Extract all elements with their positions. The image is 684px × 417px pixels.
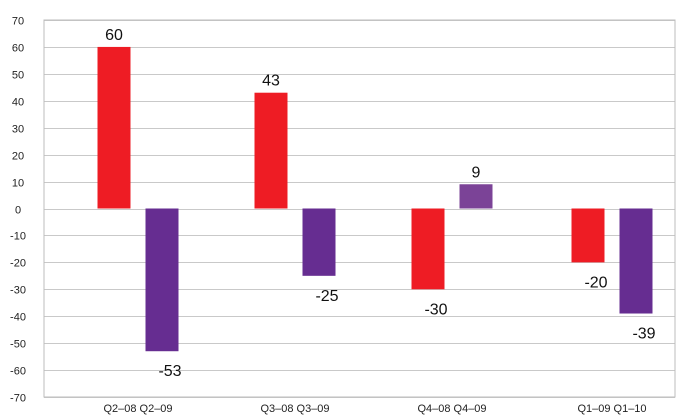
data-labels: 60 -53 43 -25 -30 9 -20 -39: [105, 27, 656, 380]
y-tick-label: 0: [15, 205, 21, 217]
bar: [97, 46, 131, 209]
data-label: -30: [424, 301, 447, 318]
y-tick-label: -10: [10, 231, 26, 243]
y-tick-label: -40: [10, 312, 26, 324]
y-tick-label: -70: [10, 393, 26, 405]
bar: [411, 208, 445, 290]
y-tick-label: -30: [10, 285, 26, 297]
data-label: -20: [584, 274, 607, 291]
bar: [571, 208, 605, 263]
plot-frame: [43, 19, 676, 398]
data-label: -25: [315, 288, 338, 305]
bars: [97, 46, 653, 352]
x-category-label: Q4–08 Q4–09: [417, 403, 486, 415]
y-tick-label: -60: [10, 366, 26, 378]
y-tick-label: -20: [10, 258, 26, 270]
bar: [254, 92, 288, 209]
data-label: -53: [158, 363, 181, 380]
bar: [145, 208, 179, 352]
x-category-label: Q2–08 Q2–09: [103, 403, 172, 415]
data-label: 9: [472, 164, 481, 181]
y-tick-label: 50: [12, 70, 24, 82]
bar: [619, 208, 653, 314]
data-label: 60: [105, 27, 123, 44]
y-axis: 70 60 50 40 30 20 10 0 -10 -20 -30 -40 -50 -60 -70: [10, 16, 26, 405]
x-axis: Q2–08 Q2–09 Q3–08 Q3–09 Q4–08 Q4–09 Q1–09 Q…: [103, 403, 646, 415]
x-category-label: Q3–08 Q3–09: [260, 403, 329, 415]
bar: [302, 208, 336, 276]
y-tick-label: 30: [12, 124, 24, 136]
data-label: -39: [632, 326, 655, 343]
y-tick-label: 40: [12, 97, 24, 109]
y-tick-label: 60: [12, 43, 24, 55]
y-tick-label: 70: [12, 16, 24, 28]
y-tick-label: 10: [12, 178, 24, 190]
data-label: 43: [262, 73, 280, 90]
y-tick-label: -50: [10, 339, 26, 351]
y-tick-label: 20: [12, 151, 24, 163]
x-category-label: Q1–09 Q1–10: [577, 403, 646, 415]
bar: [459, 184, 493, 209]
